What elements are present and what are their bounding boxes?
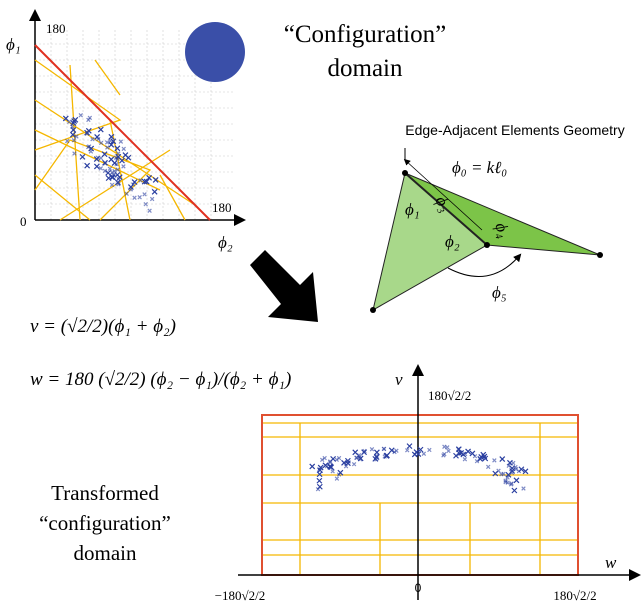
scatter-marker [514,478,519,483]
title: domain [74,541,137,565]
scatter-marker [152,189,157,194]
scatter-marker [353,450,358,455]
scatter-marker [133,196,137,200]
scatter-marker [99,156,103,160]
label: ϕ₀ = kℓ₀ [452,158,507,177]
scatter-marker [522,487,526,491]
scatter-marker [447,449,451,453]
scatter-marker [108,167,112,171]
scatter-marker [317,478,322,483]
tick-label: 0 [415,581,422,595]
scatter-marker [317,484,322,489]
scatter-marker [493,459,497,463]
tick-label: 180√2/2 [553,588,596,603]
scatter-marker [405,449,409,453]
title: “Configuration” [284,21,446,48]
scatter-marker [443,452,447,456]
scatter-marker [138,195,142,199]
scatter-marker [79,113,83,117]
scatter-marker [150,197,154,201]
scatter-marker [317,472,322,477]
scatter-marker [148,209,152,213]
scatter-marker [473,454,477,458]
label: ϕ₅ [492,283,507,302]
tick-label: −180√2/2 [215,588,266,603]
scatter-marker [331,470,335,474]
scatter-marker [500,457,505,462]
scatter-marker [110,183,114,187]
transformed-plot: v 180√2/2 w 0 −180√2/2 180√2/2 [215,367,638,603]
scatter-marker [486,465,490,469]
arrow [250,250,318,322]
scatter-marker [119,140,123,144]
scatter-marker [310,464,315,469]
scatter-marker [370,447,374,451]
tick-label: 180 [212,200,232,215]
scatter-marker [89,150,93,154]
scatter-marker [98,127,103,132]
equation: w = 180 (√2/2) (ϕ₂ − ϕ₁)/(ϕ₂ + ϕ₁) [30,369,291,390]
scatter-marker [463,457,467,461]
scatter-marker [85,163,90,168]
scatter-marker [143,193,147,197]
equation: v = (√2/2)(ϕ₁ + ϕ₂) [30,316,176,337]
scatter-marker [428,448,432,452]
scatter-marker [512,488,517,493]
scatter-marker [122,165,126,169]
axis-label: v [395,370,403,389]
scatter-marker [445,446,449,450]
scatter-marker [412,452,417,457]
scatter-marker [407,444,412,449]
config-plot: 180 ϕ₁ 0 180 ϕ₂ [6,12,245,252]
scatter-marker [94,164,99,169]
scatter-marker [122,147,126,151]
axis-label: w [605,553,617,572]
geometry-title: Edge-Adjacent Elements Geometry [405,122,624,138]
figure: 180 ϕ₁ 0 180 ϕ₂ “Configuration” domain E… [0,0,644,609]
title: “configuration” [39,511,171,535]
label: ϕ₁ [405,200,420,219]
tick-label: 180 [46,21,66,36]
scatter-marker [352,462,356,466]
scatter-marker [105,146,109,150]
title: Transformed [51,481,159,505]
tick-label: 180√2/2 [428,388,471,403]
axis-label: ϕ₂ [218,233,233,252]
geometry: Edge-Adjacent Elements Geometry ϕ₀ = kℓ₀… [370,122,625,313]
scatter-marker [80,154,85,159]
scatter-marker [374,450,379,455]
tick-label: 0 [20,214,27,229]
scatter-marker [109,157,114,162]
axis-label: ϕ₁ [6,35,21,54]
label: ϕ₂ [445,232,460,251]
scatter-marker [335,477,339,481]
title: domain [328,55,403,82]
